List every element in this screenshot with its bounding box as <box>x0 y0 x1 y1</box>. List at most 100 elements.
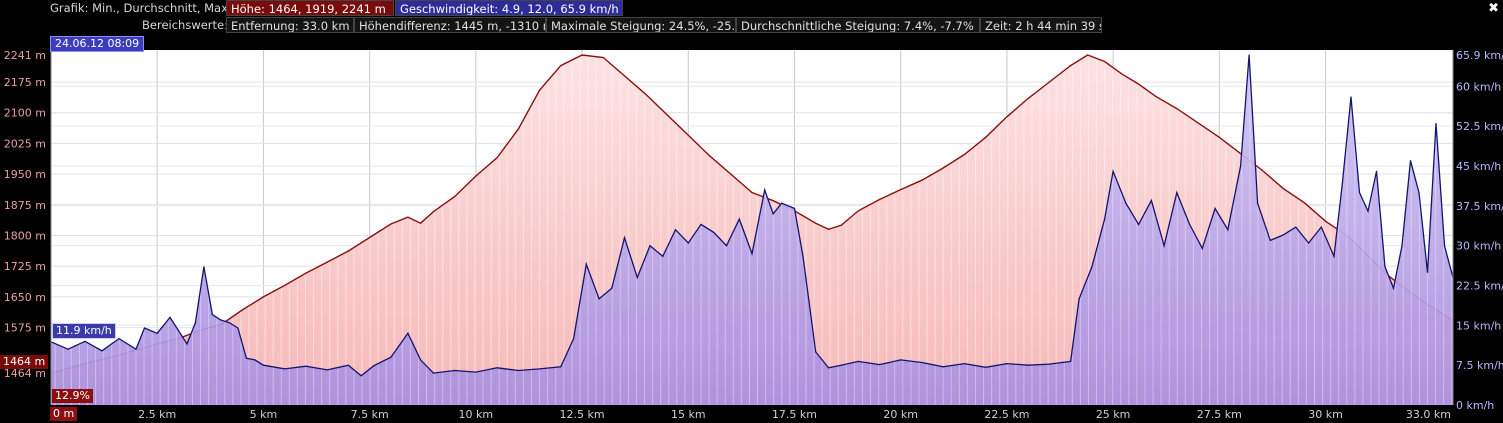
speed-point <box>1320 226 1322 228</box>
speed-point <box>245 357 248 359</box>
speed-point <box>598 298 600 300</box>
altitude-point <box>1070 65 1072 67</box>
speed-point <box>1163 245 1165 247</box>
left-tick-label: 2175 m <box>4 76 46 89</box>
speed-point <box>135 348 137 350</box>
speed-point <box>360 375 362 377</box>
axes: 2241 m 2175 m 2100 m 2025 m 1950 m 1875 m 1800… <box>4 49 1503 421</box>
altitude-point <box>305 272 307 274</box>
speed-point <box>764 189 766 191</box>
altitude-point <box>815 222 817 224</box>
altitude-point <box>496 157 498 159</box>
range-values-label: Bereichswerte: <box>142 18 228 32</box>
speed-point <box>254 359 256 361</box>
speed-point <box>713 231 715 233</box>
altitude-point <box>347 250 349 252</box>
speed-point <box>1201 247 1203 249</box>
speed-point <box>636 276 638 279</box>
speed-point <box>1070 360 1072 363</box>
speed-point <box>237 327 239 329</box>
right-tick-label: 65.9 km/h <box>1456 49 1503 62</box>
altitude-point <box>1176 108 1178 110</box>
speed-point <box>802 255 804 257</box>
speed-point <box>1104 218 1106 220</box>
speed-cursor-value: 11.9 km/h <box>52 323 116 339</box>
speed-point <box>1409 160 1412 162</box>
speed-point <box>1256 202 1259 204</box>
right-tick-label: 30 km/h <box>1456 240 1501 253</box>
speed-point <box>454 369 456 372</box>
speed-point <box>700 223 702 226</box>
speed-point <box>1333 255 1335 257</box>
altitude-point <box>1048 81 1050 83</box>
speed-point <box>674 229 677 231</box>
speed-point <box>827 367 830 369</box>
altitude-point <box>284 284 286 287</box>
altitude-point <box>857 210 859 212</box>
altitude-point <box>963 153 966 156</box>
speed-point <box>1307 242 1310 244</box>
speed-point <box>878 364 881 366</box>
altitude-point <box>1303 202 1305 204</box>
speed-point <box>1078 298 1080 300</box>
speed-point <box>118 338 120 340</box>
altitude-point <box>1324 220 1327 222</box>
speed-point <box>67 348 69 350</box>
altitude-point <box>538 89 541 91</box>
altitude-point <box>1006 116 1008 118</box>
speed-point <box>900 359 902 361</box>
distance-stats: Entfernung: 33.0 km <box>226 17 354 33</box>
speed-point <box>101 350 103 352</box>
altitude-point <box>262 296 265 298</box>
speed-point <box>1443 245 1446 247</box>
speed-point <box>1239 165 1242 167</box>
altitude-point <box>942 167 944 169</box>
speed-point <box>1091 266 1093 268</box>
speed-point <box>793 207 796 210</box>
speed-point <box>611 287 613 289</box>
speed-point <box>1048 363 1050 365</box>
speed-point <box>347 364 349 366</box>
altitude-point <box>407 216 409 218</box>
left-tick-label: 2025 m <box>4 137 46 150</box>
close-icon[interactable]: ✖ <box>1488 1 1499 16</box>
altitude-point <box>827 228 830 230</box>
altitude-point <box>369 236 371 239</box>
speed-fill <box>51 55 1453 405</box>
speed-point <box>560 366 562 368</box>
altitude-point <box>1197 122 1199 124</box>
altitude-line <box>50 54 1454 374</box>
altitude-point <box>1138 83 1140 85</box>
grade-cursor-value: 12.9% <box>52 389 93 403</box>
x-tick-label: 5 km <box>250 408 278 421</box>
speed-point <box>815 351 817 353</box>
altitude-point <box>390 223 392 225</box>
speed-point <box>432 372 434 374</box>
speed-point <box>186 343 188 345</box>
altitude-point <box>708 155 711 157</box>
speed-point <box>177 330 180 332</box>
speed-point <box>390 356 392 358</box>
speed-point <box>326 369 328 371</box>
speed-stats: Geschwindigkeit: 4.9, 12.0, 65.9 km/h <box>395 0 623 16</box>
speed-point <box>1341 181 1344 183</box>
altitude-point <box>985 136 987 138</box>
speed-point <box>143 327 146 329</box>
altitude-point <box>921 179 923 181</box>
speed-point <box>1188 223 1191 226</box>
left-tick-label: 1575 m <box>4 322 46 335</box>
speed-point <box>1027 364 1029 366</box>
speed-point <box>420 359 422 361</box>
max-grade-stats: Maximale Steigung: 24.5%, -25.4% <box>546 17 736 33</box>
left-tick-label: 1464 m <box>4 367 46 380</box>
speed-point <box>203 266 205 268</box>
speed-point <box>84 340 86 342</box>
left-tick-label: 2241 m <box>4 49 46 62</box>
speed-point <box>585 263 587 265</box>
speed-point <box>1435 122 1437 125</box>
left-tick-label: 1800 m <box>4 229 46 242</box>
speed-point <box>781 202 783 204</box>
altitude-point <box>645 93 647 95</box>
speed-point <box>496 367 498 369</box>
